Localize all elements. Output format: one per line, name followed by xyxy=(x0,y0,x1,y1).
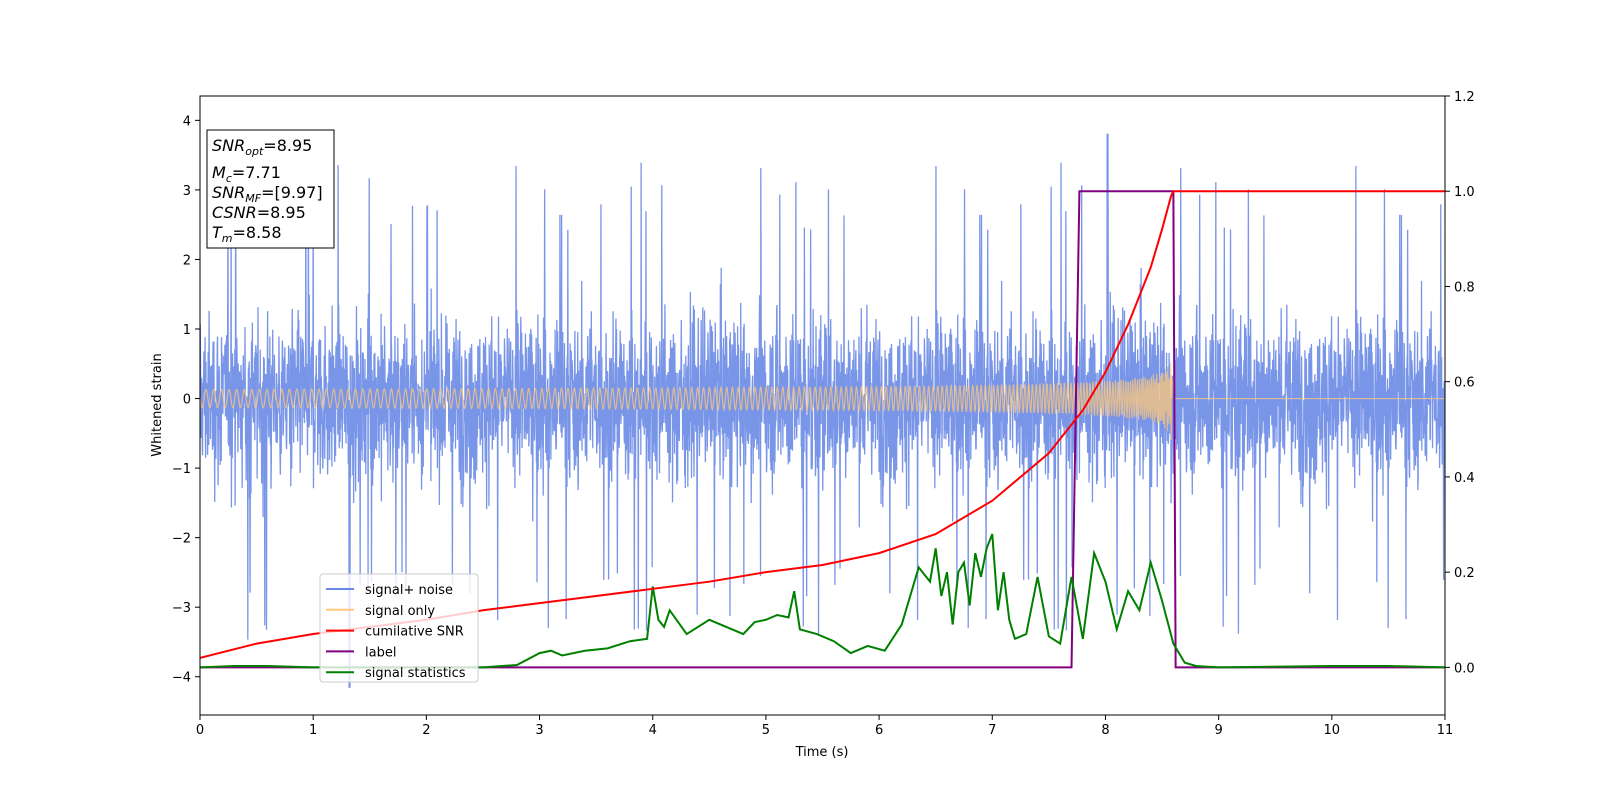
info-snr-mf-value: =[9.97] xyxy=(261,183,323,202)
y-axis-left: −4 −3 −2 −1 0 1 2 3 4 xyxy=(172,114,200,686)
x-axis-label: Time (s) xyxy=(795,745,849,760)
x-tick-label: 8 xyxy=(1101,723,1109,738)
info-mc-base: M xyxy=(212,163,226,182)
series-signal-statistics xyxy=(200,533,1445,669)
info-snr-opt: SNRopt=8.95 xyxy=(212,136,312,158)
x-tick-label: 11 xyxy=(1437,723,1454,738)
y2-tick-label: 1.2 xyxy=(1454,90,1475,105)
legend-label: cumilative SNR xyxy=(365,625,464,640)
legend-label: signal only xyxy=(365,604,435,619)
legend-frame xyxy=(319,573,479,683)
y2-tick-label: 0.8 xyxy=(1454,280,1475,295)
y-tick-label: −2 xyxy=(172,532,191,547)
info-tm-base: T xyxy=(212,223,223,242)
info-mc-value: =7.71 xyxy=(232,163,281,182)
series-signal-only xyxy=(200,363,1445,440)
info-csnr-value: =8.95 xyxy=(257,203,306,222)
x-tick-label: 5 xyxy=(762,723,770,738)
y-tick-label: −1 xyxy=(172,462,191,477)
info-snr-opt-sub: opt xyxy=(245,145,264,158)
info-tm-value: =8.58 xyxy=(233,223,282,242)
y-axis-label: Whitened strain xyxy=(150,353,165,456)
info-box-frame xyxy=(206,129,335,249)
legend-entries: signal+ noise signal only cumilative SNR la… xyxy=(326,583,466,681)
info-box: SNRopt=8.95 Mc=7.71 SNRMF=[9.97] CSNR=8.… xyxy=(206,129,335,249)
legend-label: signal+ noise xyxy=(365,583,453,598)
y-tick-label: 1 xyxy=(183,323,191,338)
info-mc: Mc=7.71 xyxy=(212,163,281,185)
legend-label: signal statistics xyxy=(365,666,466,681)
x-axis: 0 1 2 3 4 5 6 7 8 9 10 11 xyxy=(196,715,1453,738)
info-tm-sub: m xyxy=(222,232,233,245)
info-snr-opt-value: =8.95 xyxy=(263,136,312,155)
plot-frame xyxy=(199,95,1446,716)
x-tick-label: 10 xyxy=(1324,723,1341,738)
info-snr-mf: SNRMF=[9.97] xyxy=(212,183,323,205)
x-tick-label: 0 xyxy=(196,723,204,738)
x-tick-label: 4 xyxy=(649,723,657,738)
y-axis-right: 0.0 0.2 0.4 0.6 0.8 1.0 1.2 xyxy=(1445,90,1475,676)
y-tick-label: −3 xyxy=(172,601,191,616)
y-tick-label: −4 xyxy=(172,671,191,686)
y-tick-label: 2 xyxy=(183,253,191,268)
info-csnr-base: CSNR xyxy=(212,203,257,222)
y-tick-label: 3 xyxy=(183,184,191,199)
y2-tick-label: 1.0 xyxy=(1454,185,1475,200)
x-tick-label: 7 xyxy=(988,723,996,738)
info-csnr: CSNR=8.95 xyxy=(212,203,306,222)
x-tick-label: 1 xyxy=(309,723,317,738)
info-snr-mf-sub: MF xyxy=(245,192,261,205)
x-tick-label: 9 xyxy=(1214,723,1222,738)
x-tick-label: 6 xyxy=(875,723,883,738)
info-tm: Tm=8.58 xyxy=(212,223,282,245)
x-tick-label: 2 xyxy=(422,723,430,738)
y2-tick-label: 0.0 xyxy=(1454,661,1475,676)
x-tick-label: 3 xyxy=(535,723,543,738)
info-snr-mf-base: SNR xyxy=(212,183,245,202)
y2-tick-label: 0.2 xyxy=(1454,566,1475,581)
info-mc-sub: c xyxy=(226,172,232,185)
series-signal-noise xyxy=(200,133,1445,688)
y2-tick-label: 0.4 xyxy=(1454,471,1475,486)
info-snr-opt-base: SNR xyxy=(212,136,245,155)
y-tick-label: 0 xyxy=(183,393,191,408)
legend-label: label xyxy=(365,645,396,660)
legend: signal+ noise signal only cumilative SNR la… xyxy=(319,573,479,683)
y-tick-label: 4 xyxy=(183,114,191,129)
y2-tick-label: 0.6 xyxy=(1454,376,1475,391)
